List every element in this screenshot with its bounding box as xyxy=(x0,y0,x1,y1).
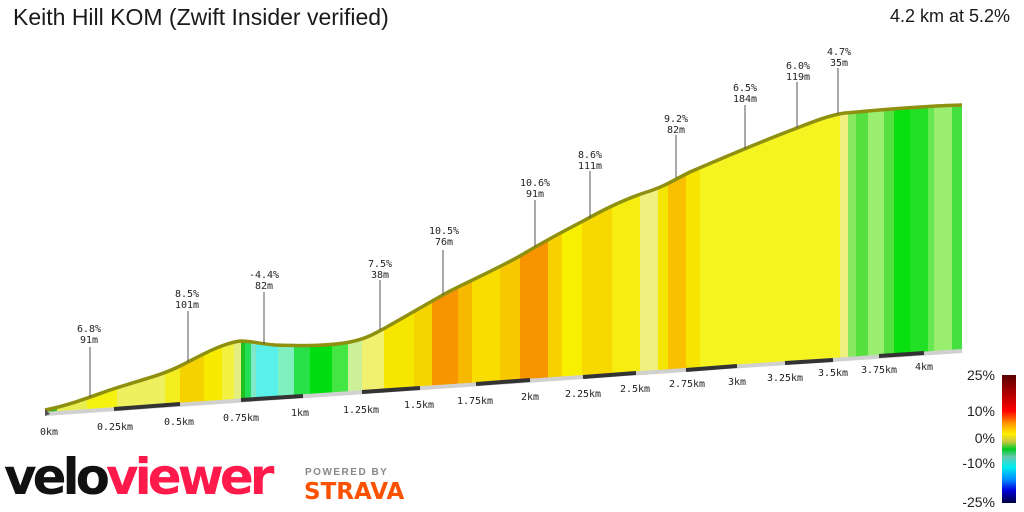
x-tick: 2.75km xyxy=(669,379,705,390)
x-tick: 2km xyxy=(521,392,539,403)
annotation-grade: 6.0% xyxy=(786,61,810,72)
annotation-grade: 7.5% xyxy=(368,259,392,270)
chart-title: Keith Hill KOM (Zwift Insider verified) xyxy=(13,4,389,30)
profile-top-edge xyxy=(44,103,963,412)
x-tick: 0.25km xyxy=(97,422,133,433)
km-scale-segments xyxy=(113,351,925,411)
legend-label-min: -25% xyxy=(962,494,995,510)
annotation-length: 101m xyxy=(175,300,199,311)
x-tick: 1km xyxy=(291,408,309,419)
annotation-length: 91m xyxy=(526,189,544,200)
annotation-length: 119m xyxy=(786,72,810,83)
gradient-color-scale xyxy=(1002,375,1016,503)
legend-label-neg10: -10% xyxy=(962,455,995,471)
logo-viewer-text: viewer xyxy=(106,448,274,506)
annotation-grade: -4.4% xyxy=(249,270,279,281)
x-axis-labels: 0km 0.25km 0.5km 0.75km 1km 1.25km 1.5km… xyxy=(40,362,933,438)
legend-label-0: 0% xyxy=(974,430,995,446)
annotation-length: 91m xyxy=(80,335,98,346)
logo-velo-text: velo xyxy=(4,448,110,506)
legend-label-max: 25% xyxy=(966,367,995,383)
annotation-length: 82m xyxy=(667,125,685,136)
powered-by-label: POWERED BY xyxy=(305,467,389,478)
annotation-grade: 4.7% xyxy=(827,47,851,58)
annotation-grade: 9.2% xyxy=(664,114,688,125)
x-tick: 2.5km xyxy=(620,384,650,395)
annotation-grade: 8.6% xyxy=(578,150,602,161)
annotation-grade: 10.5% xyxy=(429,226,459,237)
x-tick: 0.75km xyxy=(223,413,259,424)
annotation-leaders xyxy=(89,68,839,397)
x-tick: 3.25km xyxy=(767,373,803,384)
legend-label-10: 10% xyxy=(966,403,995,419)
annotation-length: 35m xyxy=(830,58,848,69)
annotation-length: 184m xyxy=(733,94,757,105)
x-tick: 1.5km xyxy=(404,400,434,411)
x-tick: 3.5km xyxy=(818,368,848,379)
annotation-length: 76m xyxy=(435,237,453,248)
x-tick: 0.5km xyxy=(164,417,194,428)
x-tick: 3.75km xyxy=(861,365,897,376)
x-tick: 0km xyxy=(40,427,58,438)
strava-logo[interactable]: STRAVA xyxy=(304,479,405,505)
x-tick: 4km xyxy=(915,362,933,373)
climb-summary: 4.2 km at 5.2% xyxy=(889,6,1010,26)
x-tick: 1.25km xyxy=(343,405,379,416)
x-tick: 1.75km xyxy=(457,396,493,407)
annotation-grade: 6.8% xyxy=(77,324,101,335)
annotation-length: 82m xyxy=(255,281,273,292)
annotation-length: 38m xyxy=(371,270,389,281)
annotation-grade: 8.5% xyxy=(175,289,199,300)
segment-annotations: 6.8% 91m 8.5% 101m -4.4% 82m 7.5% 38m 10… xyxy=(77,47,851,346)
x-tick: 2.25km xyxy=(565,389,601,400)
veloviewer-logo[interactable]: veloviewer xyxy=(4,452,274,502)
x-tick: 3km xyxy=(728,377,746,388)
annotation-grade: 6.5% xyxy=(733,83,757,94)
annotation-grade: 10.6% xyxy=(520,178,550,189)
annotation-length: 111m xyxy=(578,161,602,172)
